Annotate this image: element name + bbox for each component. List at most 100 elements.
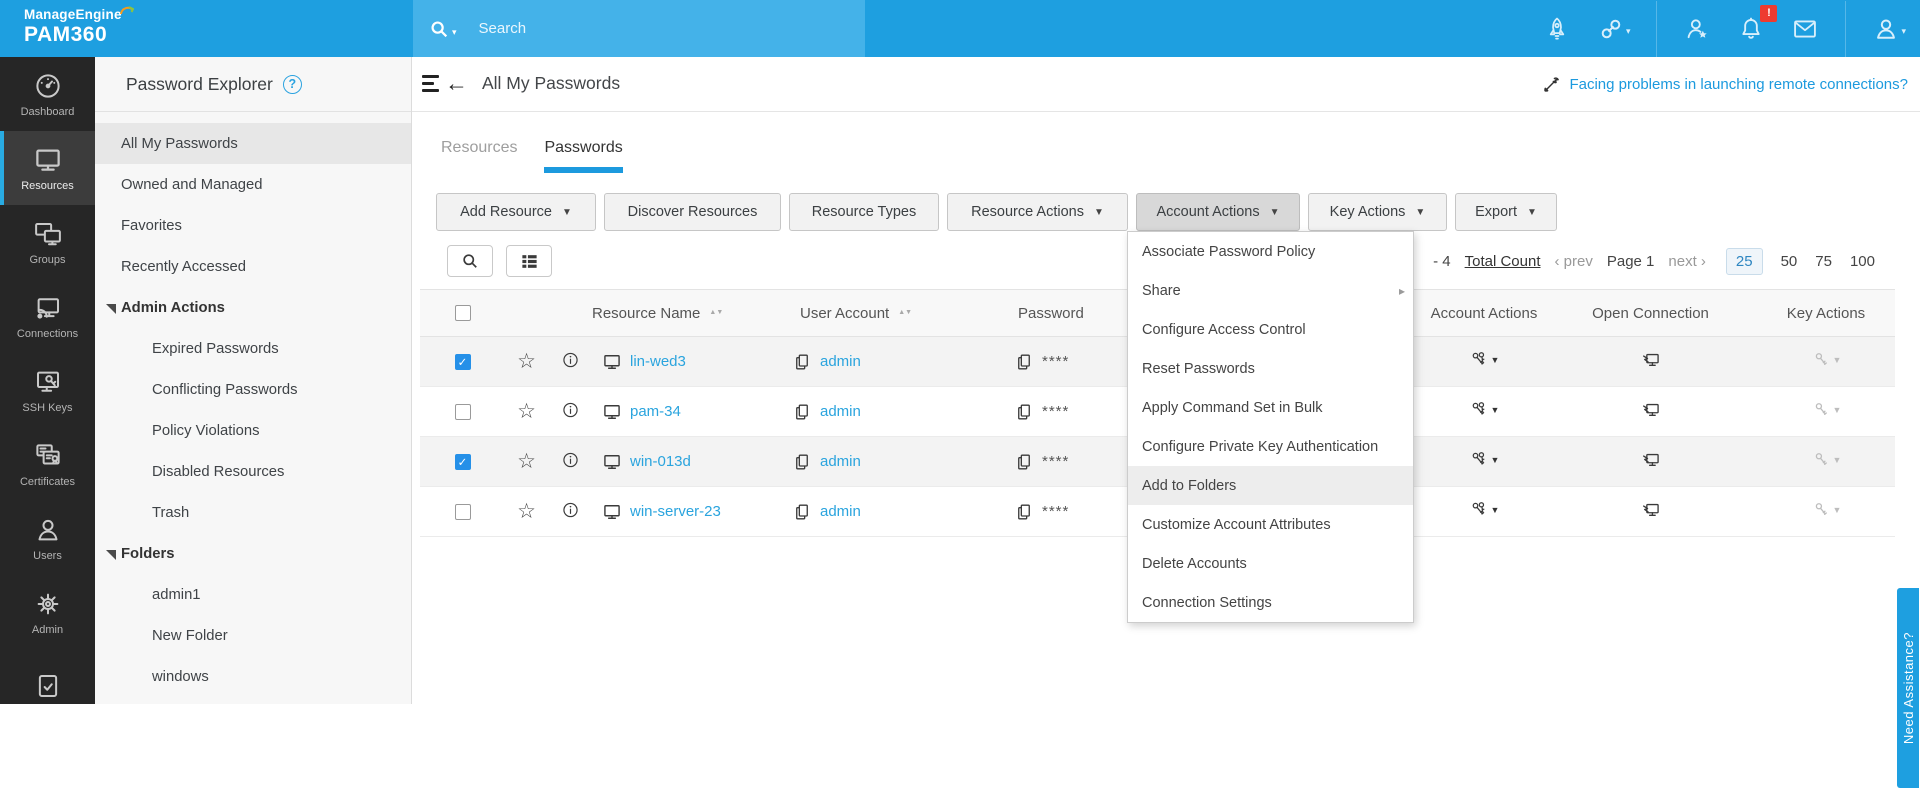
nav-item-dashboard[interactable]: Dashboard [0,57,95,131]
menu-item-share[interactable]: Share▸ [1128,271,1413,310]
nav-item-groups[interactable]: Groups [0,205,95,279]
tree-item-trash[interactable]: Trash [95,492,411,533]
nav-item-ssh-keys[interactable]: SSH Keys [0,353,95,427]
list-view-button[interactable] [506,245,552,277]
copy-account-icon[interactable] [792,402,812,422]
copy-account-icon[interactable] [792,352,812,372]
nav-item-resources[interactable]: Resources [0,131,95,205]
select-all-checkbox[interactable] [455,305,471,321]
user-account-link[interactable]: admin [820,453,861,470]
rocket-icon[interactable] [1543,15,1571,43]
account-actions-keys-icon[interactable]: ▼ [1469,350,1500,370]
tree-item-admin-actions[interactable]: Admin Actions [95,287,411,328]
favorite-star-icon[interactable]: ☆ [517,350,536,373]
total-count-link[interactable]: Total Count [1465,253,1541,270]
nav-item-connections[interactable]: Connections [0,279,95,353]
link-icon[interactable]: ▾ [1597,15,1631,43]
menu-item-reset-passwords[interactable]: Reset Passwords [1128,349,1413,388]
sort-resource-name-icon[interactable]: ▲▼ [709,310,723,316]
tree-item-all-my-passwords[interactable]: All My Passwords [95,123,411,164]
open-connection-icon[interactable] [1639,350,1663,370]
search-scope-caret-icon[interactable]: ▾ [452,27,457,38]
help-icon[interactable]: ? [283,75,302,94]
menu-item-connection-settings[interactable]: Connection Settings [1128,583,1413,622]
copy-password-icon[interactable] [1014,402,1034,422]
copy-password-icon[interactable] [1014,452,1034,472]
tree-item-recently-accessed[interactable]: Recently Accessed [95,246,411,287]
resource-name-link[interactable]: win-server-23 [630,503,721,520]
menu-item-customize-account-attributes[interactable]: Customize Account Attributes [1128,505,1413,544]
nav-item-certificates[interactable]: Certificates [0,427,95,501]
tree-item-conflicting-passwords[interactable]: Conflicting Passwords [95,369,411,410]
menu-item-configure-private-key-authentication[interactable]: Configure Private Key Authentication [1128,427,1413,466]
page-size-50[interactable]: 50 [1781,253,1798,270]
resource-name-link[interactable]: pam-34 [630,403,681,420]
favorite-star-icon[interactable]: ☆ [517,450,536,473]
tree-item-disabled-resources[interactable]: Disabled Resources [95,451,411,492]
page-size-100[interactable]: 100 [1850,253,1875,270]
user-account-link[interactable]: admin [820,503,861,520]
prev-page-button[interactable]: ‹ prev [1555,253,1593,270]
key-actions-icon[interactable]: ▼ [1811,500,1842,520]
tree-item-windows[interactable]: windows [95,656,411,697]
menu-item-add-to-folders[interactable]: Add to Folders [1128,466,1413,505]
mail-icon[interactable] [1791,15,1819,43]
search-input[interactable]: Search [479,20,527,37]
account-actions-keys-icon[interactable]: ▼ [1469,400,1500,420]
info-icon[interactable] [561,500,580,520]
tree-item-owned-and-managed[interactable]: Owned and Managed [95,164,411,205]
tab-resources[interactable]: Resources [441,139,517,173]
copy-account-icon[interactable] [792,452,812,472]
table-search-button[interactable] [447,245,493,277]
resource-actions-button[interactable]: Resource Actions▼ [947,193,1128,231]
user-icon[interactable]: ▾ [1872,15,1906,43]
collapse-panel-icon[interactable]: ← [422,72,468,95]
global-search[interactable]: ▾ Search [413,0,865,57]
user-star-icon[interactable] [1683,15,1711,43]
row-checkbox[interactable] [455,504,471,520]
discover-resources-button[interactable]: Discover Resources [604,193,781,231]
copy-password-icon[interactable] [1014,502,1034,522]
account-actions-button[interactable]: Account Actions▼ [1136,193,1300,231]
user-account-link[interactable]: admin [820,403,861,420]
open-connection-icon[interactable] [1639,500,1663,520]
next-page-button[interactable]: next › [1668,253,1706,270]
page-size-25[interactable]: 25 [1726,248,1763,275]
key-actions-icon[interactable]: ▼ [1811,400,1842,420]
remote-connection-help-link[interactable]: Facing problems in launching remote conn… [1569,76,1908,93]
tab-passwords[interactable]: Passwords [544,139,622,173]
info-icon[interactable] [561,350,580,370]
account-actions-keys-icon[interactable]: ▼ [1469,500,1500,520]
brand-logo[interactable]: ManageEngine PAM360 [24,7,122,47]
add-resource-button[interactable]: Add Resource▼ [436,193,596,231]
page-size-75[interactable]: 75 [1815,253,1832,270]
menu-item-delete-accounts[interactable]: Delete Accounts [1128,544,1413,583]
resource-name-link[interactable]: lin-wed3 [630,353,686,370]
nav-item-clipboard-check[interactable] [0,649,95,723]
key-actions-button[interactable]: Key Actions▼ [1308,193,1447,231]
export-button[interactable]: Export▼ [1455,193,1557,231]
menu-item-configure-access-control[interactable]: Configure Access Control [1128,310,1413,349]
menu-item-associate-password-policy[interactable]: Associate Password Policy [1128,232,1413,271]
tree-item-folders[interactable]: Folders [95,533,411,574]
collapse-triangle-icon[interactable] [106,550,116,560]
nav-item-users[interactable]: Users [0,501,95,575]
assistance-tab[interactable]: Need Assistance? [1897,588,1919,788]
copy-account-icon[interactable] [792,502,812,522]
favorite-star-icon[interactable]: ☆ [517,400,536,423]
resource-name-link[interactable]: win-013d [630,453,691,470]
account-actions-keys-icon[interactable]: ▼ [1469,450,1500,470]
tree-item-policy-violations[interactable]: Policy Violations [95,410,411,451]
menu-item-apply-command-set-in-bulk[interactable]: Apply Command Set in Bulk [1128,388,1413,427]
tree-item-expired-passwords[interactable]: Expired Passwords [95,328,411,369]
row-checkbox[interactable]: ✓ [455,454,471,470]
tree-item-admin1[interactable]: admin1 [95,574,411,615]
favorite-star-icon[interactable]: ☆ [517,500,536,523]
tree-item-favorites[interactable]: Favorites [95,205,411,246]
row-checkbox[interactable]: ✓ [455,354,471,370]
info-icon[interactable] [561,450,580,470]
search-icon[interactable] [428,18,450,40]
open-connection-icon[interactable] [1639,400,1663,420]
info-icon[interactable] [561,400,580,420]
open-connection-icon[interactable] [1639,450,1663,470]
